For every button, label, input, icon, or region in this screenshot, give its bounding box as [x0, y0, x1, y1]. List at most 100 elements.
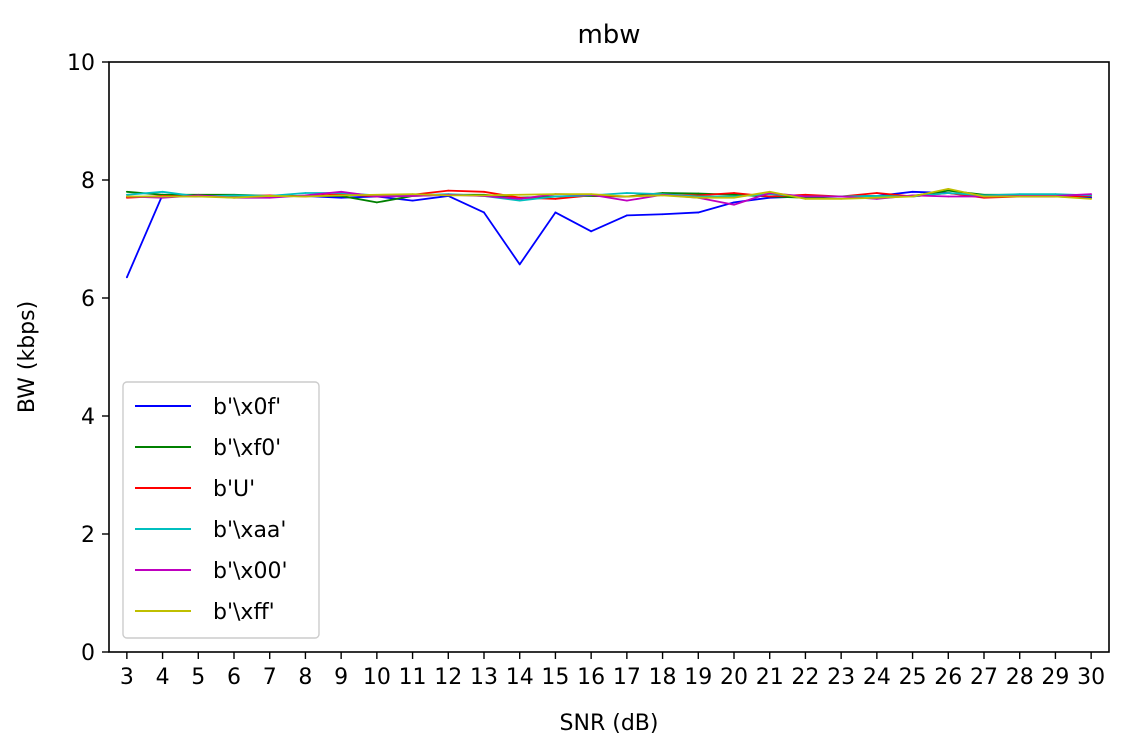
y-tick-label: 10	[67, 51, 95, 76]
data-point	[1090, 193, 1093, 196]
data-point	[911, 195, 914, 198]
data-point	[518, 197, 521, 200]
data-point	[911, 190, 914, 193]
data-point	[804, 193, 807, 196]
series-group	[125, 187, 1093, 279]
x-tick-label: 17	[613, 665, 641, 690]
x-tick-label: 22	[791, 665, 819, 690]
data-point	[447, 189, 450, 192]
data-point	[233, 194, 235, 197]
data-point	[340, 194, 343, 197]
data-point	[1090, 197, 1093, 200]
series-line-1	[126, 190, 1092, 278]
x-tick-label: 9	[334, 665, 348, 690]
data-point	[733, 193, 735, 196]
y-axis: 0 2 4 6 8 10	[67, 51, 109, 666]
legend-label: b'\xff'	[213, 600, 275, 625]
data-point	[947, 187, 950, 190]
legend-label: b'\xaa'	[213, 518, 286, 543]
data-point	[268, 195, 271, 197]
data-point	[411, 199, 414, 202]
x-tick-label: 24	[863, 665, 891, 690]
data-point	[161, 190, 164, 193]
y-tick-label: 6	[81, 287, 95, 312]
data-point	[518, 263, 521, 266]
legend: b'\x0f' b'\xf0' b'U' b'\xaa' b'\x00' b'\xff'	[122, 381, 320, 639]
y-axis-label: BW (kbps)	[15, 301, 40, 413]
data-point	[625, 195, 628, 198]
data-point	[483, 194, 485, 197]
series-line-4	[126, 190, 1092, 202]
data-point	[304, 192, 307, 194]
data-point	[875, 195, 878, 197]
data-point	[125, 193, 128, 196]
data-point	[268, 196, 271, 199]
x-tick-label: 28	[1006, 665, 1034, 690]
series-line-6	[126, 187, 1092, 200]
data-point	[125, 190, 128, 193]
data-point	[625, 214, 628, 217]
data-point	[340, 190, 343, 193]
data-point	[1018, 193, 1021, 196]
legend-label: b'U'	[213, 477, 255, 502]
data-point	[1054, 195, 1057, 198]
x-tick-label: 25	[899, 665, 927, 690]
x-tick-label: 6	[227, 665, 241, 690]
x-tick-label: 20	[720, 665, 748, 690]
data-point	[590, 193, 593, 196]
x-tick-label: 8	[298, 665, 312, 690]
data-point	[840, 195, 843, 198]
data-point	[661, 194, 664, 197]
plot-frame	[108, 61, 1110, 653]
x-tick-label: 18	[649, 665, 677, 690]
x-tick-label: 29	[1041, 665, 1069, 690]
data-point	[375, 201, 378, 204]
data-point	[197, 195, 200, 198]
x-tick-label: 10	[363, 665, 391, 690]
data-point	[947, 192, 950, 194]
x-axis: 3 4 5 6 7 8 9 10 11 12 13 14 15 16 17 18 19 20 21 22 23 24 25 2…	[120, 652, 1105, 690]
data-point	[733, 196, 735, 199]
data-point	[625, 192, 628, 194]
data-point	[340, 196, 343, 199]
data-point	[554, 197, 557, 200]
data-point	[661, 213, 664, 216]
x-tick-label: 15	[541, 665, 569, 690]
y-tick-label: 4	[81, 405, 95, 430]
data-point	[554, 211, 557, 214]
x-tick-label: 12	[434, 665, 462, 690]
y-tick-label: 2	[81, 523, 95, 548]
data-point	[233, 196, 235, 199]
data-point	[375, 193, 378, 196]
data-point	[304, 195, 307, 198]
legend-label: b'\xf0'	[213, 436, 281, 461]
data-point	[590, 230, 593, 233]
data-point	[625, 199, 628, 202]
data-point	[697, 192, 700, 195]
x-tick-label: 30	[1077, 665, 1105, 690]
data-point	[125, 195, 128, 198]
x-tick-label: 3	[120, 665, 134, 690]
x-axis-label: SNR (dB)	[560, 711, 659, 736]
data-point	[733, 203, 735, 206]
data-point	[983, 195, 985, 198]
data-point	[804, 197, 807, 200]
data-point	[733, 192, 735, 194]
data-point	[161, 195, 164, 198]
data-point	[411, 195, 414, 197]
data-point	[518, 193, 521, 196]
data-point	[483, 190, 485, 193]
data-point	[125, 276, 128, 279]
data-point	[733, 201, 735, 204]
x-tick-label: 26	[934, 665, 962, 690]
data-point	[1054, 193, 1057, 196]
data-point	[768, 195, 771, 198]
x-tick-label: 21	[756, 665, 784, 690]
legend-label: b'\x00'	[213, 559, 288, 584]
x-tick-label: 27	[970, 665, 998, 690]
data-point	[768, 190, 771, 193]
data-point	[875, 192, 878, 194]
data-point	[697, 211, 700, 214]
x-tick-label: 14	[506, 665, 534, 690]
